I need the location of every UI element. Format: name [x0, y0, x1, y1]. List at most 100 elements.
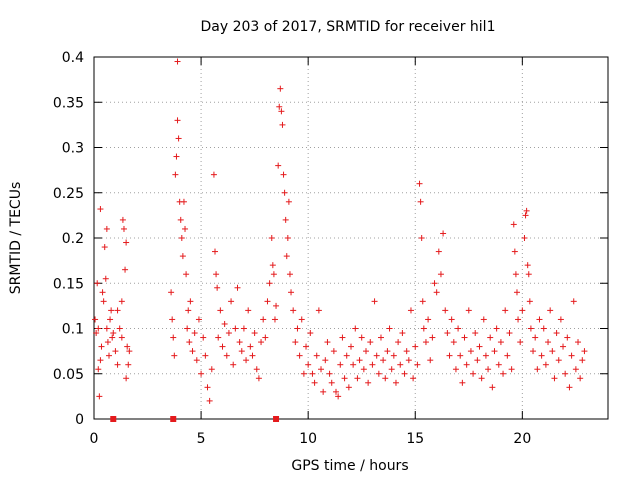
data-point	[322, 357, 329, 364]
data-point	[444, 330, 451, 337]
data-point	[94, 280, 101, 287]
data-point	[266, 280, 273, 287]
data-point	[177, 216, 184, 223]
data-point	[380, 357, 387, 364]
data-point	[174, 58, 181, 65]
data-point	[333, 388, 340, 395]
data-point	[480, 316, 487, 323]
data-point	[530, 348, 537, 355]
data-point	[412, 343, 419, 350]
data-point	[476, 343, 483, 350]
data-point	[354, 375, 361, 382]
data-point	[403, 348, 410, 355]
data-point	[296, 352, 303, 359]
data-point	[384, 348, 391, 355]
data-point	[206, 397, 213, 404]
data-point	[564, 334, 571, 341]
data-point	[110, 330, 117, 337]
data-point	[200, 334, 207, 341]
data-point	[262, 334, 269, 341]
data-point	[243, 357, 250, 364]
data-point	[99, 289, 106, 296]
data-point	[348, 343, 354, 350]
data-point	[429, 334, 436, 341]
data-point	[236, 339, 243, 346]
data-point	[467, 348, 474, 355]
data-point	[420, 325, 427, 332]
data-point	[457, 352, 464, 359]
data-point	[557, 316, 564, 323]
y-tick-label: 0.1	[62, 322, 84, 338]
data-point	[358, 334, 365, 341]
data-point	[292, 339, 299, 346]
data-point	[112, 348, 119, 355]
data-point	[270, 271, 277, 278]
data-point	[214, 284, 221, 291]
data-point	[217, 307, 224, 314]
data-point	[390, 352, 397, 359]
data-point	[198, 370, 205, 377]
data-point	[493, 325, 500, 332]
data-point	[253, 366, 260, 373]
data-point	[343, 352, 350, 359]
data-point	[249, 352, 256, 359]
data-point	[367, 339, 374, 346]
data-point	[275, 162, 282, 169]
data-point	[410, 375, 417, 382]
data-point	[282, 216, 289, 223]
data-point	[416, 180, 423, 187]
data-point	[581, 348, 588, 355]
y-axis-label: SRMTID / TECUs	[8, 182, 24, 295]
data-point	[126, 348, 133, 355]
data-point	[497, 339, 504, 346]
data-point	[170, 334, 177, 341]
x-tick-label: 20	[513, 431, 531, 447]
data-point	[228, 298, 235, 305]
y-tick-label: 0.3	[62, 141, 84, 157]
zero-square-mark	[170, 416, 177, 422]
data-point	[97, 357, 104, 364]
data-point	[523, 207, 530, 214]
data-point	[433, 289, 440, 296]
data-point	[356, 357, 363, 364]
data-point	[95, 366, 102, 373]
data-point	[105, 352, 112, 359]
axis-ticks: 0 0.05 0.1 0.15 0.2 0.25 0.3 0.35 0.4 0 5 10 15 20	[53, 50, 608, 447]
data-point	[425, 316, 432, 323]
data-point	[360, 366, 367, 373]
data-point	[102, 275, 109, 282]
data-point	[213, 271, 220, 278]
data-point	[114, 361, 121, 368]
data-point	[570, 298, 577, 305]
data-point	[373, 352, 380, 359]
data-point	[191, 330, 198, 337]
data-point	[328, 379, 335, 386]
data-point	[277, 85, 284, 92]
data-point	[485, 366, 492, 373]
data-point	[318, 366, 325, 373]
data-point	[382, 375, 389, 382]
data-point	[519, 307, 526, 314]
data-point	[273, 302, 280, 309]
zero-square-mark	[110, 416, 117, 422]
data-point	[553, 330, 560, 337]
data-point	[290, 307, 297, 314]
data-point	[362, 348, 369, 355]
data-point	[268, 235, 275, 241]
data-point	[422, 339, 429, 346]
data-point	[92, 316, 99, 323]
data-point	[472, 330, 479, 337]
data-point	[180, 198, 187, 205]
data-point	[193, 357, 200, 364]
x-tick-label: 10	[299, 431, 317, 447]
data-point	[260, 316, 267, 323]
data-point	[278, 108, 285, 115]
data-point	[230, 361, 237, 368]
data-point	[549, 348, 556, 355]
data-points	[92, 58, 588, 422]
data-point	[465, 307, 472, 314]
data-point	[375, 370, 382, 377]
data-point	[489, 384, 496, 391]
data-point	[401, 370, 408, 377]
data-point	[187, 298, 194, 305]
